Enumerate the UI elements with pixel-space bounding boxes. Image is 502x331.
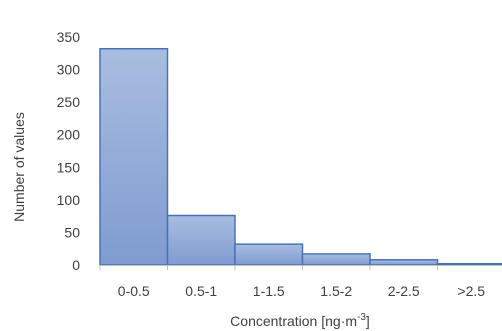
y-axis-title: Number of values (11, 112, 27, 222)
x-category-label: 1-1.5 (253, 283, 285, 299)
bar (99, 47, 169, 266)
y-axis-ticks: 0 50 100 150 200 250 300 350 (57, 29, 81, 273)
x-axis-ticks (99, 265, 438, 270)
y-tick-label: 200 (57, 127, 81, 143)
bar (234, 243, 304, 266)
y-tick-label: 350 (57, 29, 81, 45)
y-tick-label: 0 (72, 257, 80, 273)
bar (166, 214, 236, 266)
bar (369, 259, 439, 266)
x-axis-category-labels: 0-0.5 0.5-1 1-1.5 1.5-2 2-2.5 >2.5 (118, 283, 485, 299)
y-tick-label: 150 (57, 159, 81, 175)
x-category-label: >2.5 (457, 283, 485, 299)
x-axis-title-main: Concentration [ng·m (230, 313, 357, 329)
bar (301, 253, 371, 266)
bars (99, 47, 502, 266)
y-tick-label: 250 (57, 94, 81, 110)
x-axis-title: Concentration [ng·m-3] (230, 312, 370, 329)
x-axis-title-end: ] (366, 313, 370, 329)
x-category-label: 0.5-1 (185, 283, 217, 299)
y-tick-label: 300 (57, 62, 81, 78)
x-category-label: 1.5-2 (320, 283, 352, 299)
x-category-label: 2-2.5 (388, 283, 420, 299)
y-tick-label: 50 (64, 224, 80, 240)
y-tick-label: 100 (57, 192, 81, 208)
x-axis-title-superscript: -3 (357, 312, 366, 323)
x-category-label: 0-0.5 (118, 283, 150, 299)
bar (436, 262, 502, 266)
